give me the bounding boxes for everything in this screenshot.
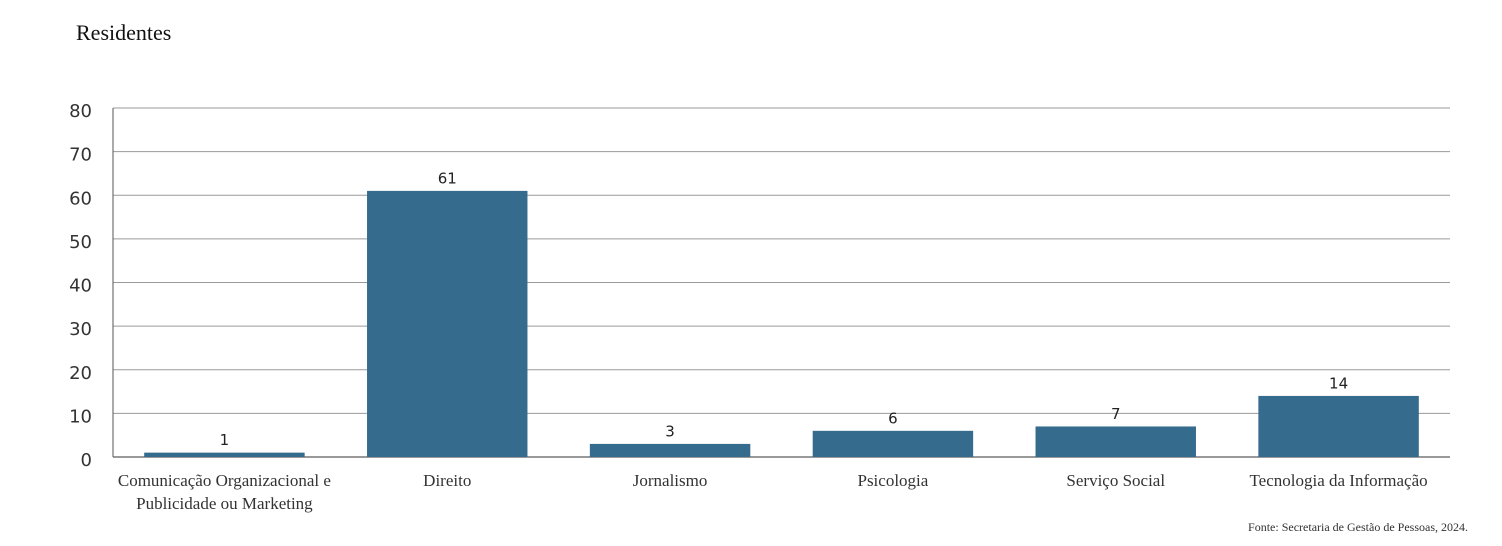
x-tick-label: Tecnologia da Informação [1249,471,1428,490]
bar [812,430,974,457]
y-tick-label: 50 [69,232,92,253]
bar [1035,426,1196,457]
value-label: 7 [1111,405,1121,423]
y-tick-label: 40 [69,276,92,297]
y-tick-label: 30 [69,319,92,340]
bar [367,190,528,457]
y-tick-label: 0 [81,450,92,471]
value-label: 61 [438,169,457,187]
x-tick-label: Serviço Social [1066,471,1166,490]
value-label: 3 [665,422,675,440]
y-tick-label: 60 [69,188,92,209]
chart-title: Residentes [76,20,172,45]
bar [589,443,751,457]
bar [1258,395,1419,457]
y-tick-label: 10 [69,406,92,427]
x-tick-label: Psicologia [857,471,929,490]
source-note: Fonte: Secretaria de Gestão de Pessoas, … [1248,520,1468,534]
x-tick-label: Jornalismo [632,471,708,490]
value-label: 14 [1329,374,1348,392]
x-tick-label: Direito [423,471,472,490]
x-tick-label: Comunicação Organizacional e Publicidade… [117,471,331,513]
value-label: 6 [888,409,898,427]
y-tick-label: 20 [69,363,92,384]
y-tick-label: 70 [69,145,92,166]
bar [144,452,305,457]
y-tick-label: 80 [69,101,92,122]
value-label: 1 [220,431,230,449]
